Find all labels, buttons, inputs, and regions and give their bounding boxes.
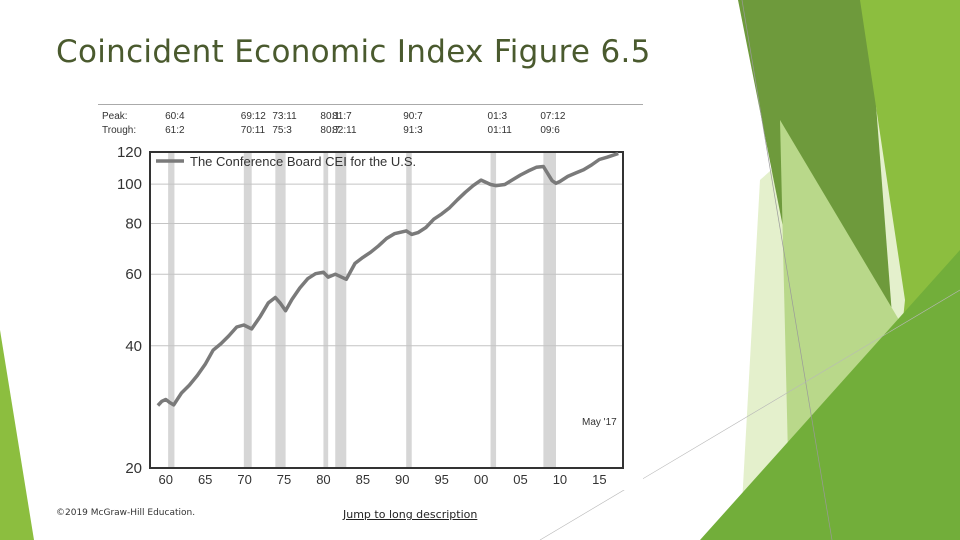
y-tick-label: 20 xyxy=(125,460,142,477)
x-tick-label: 80 xyxy=(316,472,330,487)
x-tick-label: 00 xyxy=(474,472,488,487)
recession-band xyxy=(168,152,175,468)
y-tick-label: 40 xyxy=(125,338,142,355)
x-axis-ticks: 60 65 70 75 80 85 90 95 00 05 10 15 xyxy=(159,472,607,487)
y-tick-label: 100 xyxy=(117,176,142,193)
x-tick-label: 85 xyxy=(356,472,370,487)
cei-chart: Peak: Trough: 60:4 61:2 69:12 70:11 73:11 75:… xyxy=(98,104,643,487)
deco-thin-line-1 xyxy=(741,0,833,540)
recession-band xyxy=(543,152,556,468)
recession-trough-label: 70:11 xyxy=(241,125,266,136)
recession-peak-label: 60:4 xyxy=(165,111,185,122)
y-tick-label: 60 xyxy=(125,266,142,283)
recession-band xyxy=(335,152,347,468)
chart-container: Peak: Trough: 60:4 61:2 69:12 70:11 73:11 75:… xyxy=(98,104,643,490)
recession-band xyxy=(243,152,252,468)
recession-band xyxy=(323,152,329,468)
annotation-date: May '17 xyxy=(582,417,617,428)
recession-peak-label: 07:12 xyxy=(540,111,565,122)
x-tick-label: 75 xyxy=(277,472,291,487)
recession-trough-label: 09:6 xyxy=(540,125,560,136)
slide-title: Coincident Economic Index Figure 6.5 xyxy=(56,34,651,70)
x-tick-label: 05 xyxy=(513,472,527,487)
x-tick-label: 10 xyxy=(553,472,567,487)
recession-peak-label: 81:7 xyxy=(332,111,352,122)
deco-lower-left xyxy=(0,330,34,540)
recession-band xyxy=(490,152,497,468)
recession-trough-label: 01:11 xyxy=(488,125,513,136)
recession-peak-label: 73:11 xyxy=(272,111,297,122)
recession-bands xyxy=(168,152,556,468)
deco-lower-green xyxy=(700,250,960,540)
x-tick-label: 70 xyxy=(237,472,251,487)
recession-peak-label: 69:12 xyxy=(241,111,266,122)
copyright-text: ©2019 McGraw-Hill Education. xyxy=(56,508,196,518)
recession-peak-label: 01:3 xyxy=(488,111,508,122)
recession-trough-label: 75:3 xyxy=(272,125,292,136)
peak-trough-labels: 60:4 61:2 69:12 70:11 73:11 75:3 80:1 80:7 81:7 8… xyxy=(165,111,566,136)
x-tick-label: 60 xyxy=(159,472,173,487)
recession-band xyxy=(275,152,286,468)
legend-label: The Conference Board CEI for the U.S. xyxy=(190,154,416,169)
y-axis-ticks: 20 40 60 80 100 120 xyxy=(117,144,142,477)
trough-label: Trough: xyxy=(102,125,136,136)
deco-thin-line-2 xyxy=(539,289,960,540)
cei-series-line xyxy=(156,151,619,407)
long-description-link[interactable]: Jump to long description xyxy=(343,508,478,521)
recession-trough-label: 82:11 xyxy=(332,125,357,136)
recession-trough-label: 80:7 xyxy=(320,125,340,136)
recession-trough-label: 91:3 xyxy=(403,125,423,136)
peak-label: Peak: xyxy=(102,111,128,122)
recession-trough-label: 61:2 xyxy=(165,125,185,136)
y-tick-label: 80 xyxy=(125,216,142,233)
x-tick-label: 15 xyxy=(592,472,606,487)
y-tick-label: 120 xyxy=(117,144,142,161)
recession-peak-label: 90:7 xyxy=(403,111,423,122)
x-tick-label: 65 xyxy=(198,472,212,487)
x-tick-label: 90 xyxy=(395,472,409,487)
plot-frame xyxy=(149,151,624,469)
recession-peak-label: 80:1 xyxy=(320,111,340,122)
recession-band xyxy=(406,152,412,468)
x-tick-label: 95 xyxy=(434,472,448,487)
